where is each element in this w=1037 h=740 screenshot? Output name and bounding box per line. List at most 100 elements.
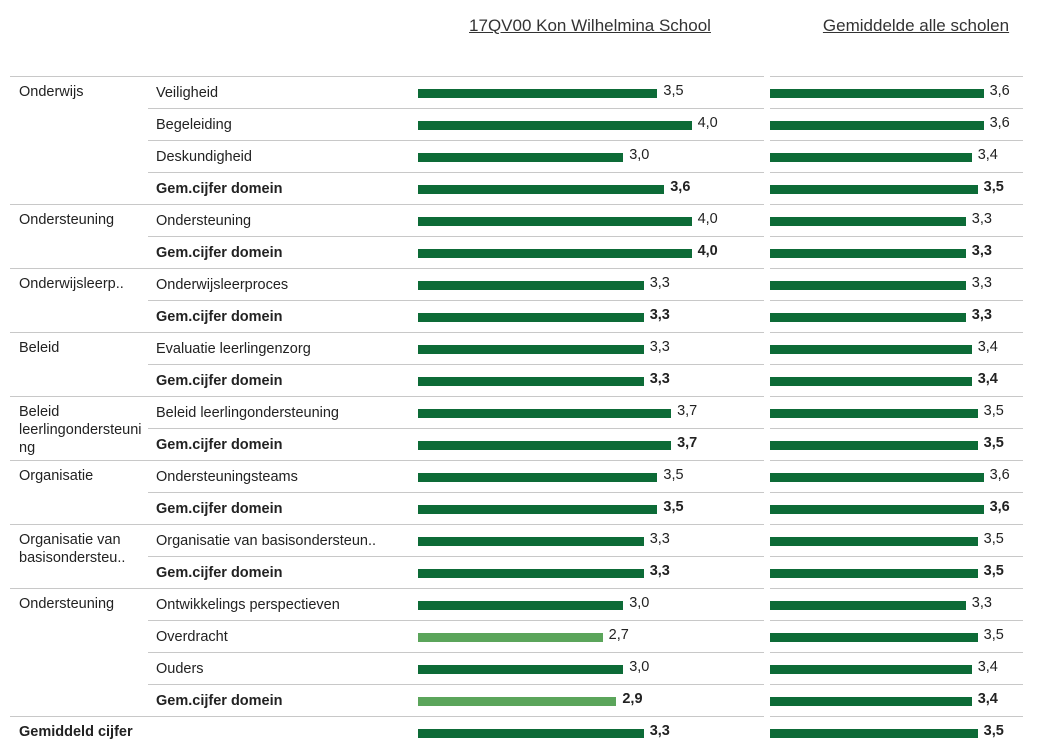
row-separator <box>770 588 1023 589</box>
row-separator <box>770 524 1023 525</box>
value-label: 3,3 <box>649 339 670 355</box>
bar <box>770 729 978 738</box>
row-separator <box>770 76 1023 77</box>
bar <box>418 377 644 386</box>
row-separator <box>148 556 764 557</box>
value-label: 3,3 <box>649 723 670 739</box>
value-label: 3,5 <box>983 531 1004 547</box>
value-label: 3,4 <box>977 691 998 707</box>
bar <box>418 313 644 322</box>
value-label: 2,7 <box>608 627 629 643</box>
bar <box>770 473 984 482</box>
row-label: Ondersteuningsteams <box>156 469 298 485</box>
bar <box>770 217 966 226</box>
group-label: Ondersteuning <box>19 212 115 228</box>
row-label: Gem.cijfer domein <box>156 693 283 709</box>
row-separator <box>770 236 1023 237</box>
bar <box>770 377 972 386</box>
bar <box>418 569 644 578</box>
row-separator <box>10 460 764 461</box>
row-separator <box>10 588 764 589</box>
row-separator <box>770 684 1023 685</box>
row-label: Ouders <box>156 661 204 677</box>
row-separator <box>770 204 1023 205</box>
value-label: 3,3 <box>971 275 992 291</box>
bar <box>418 665 624 674</box>
row-label: Ondersteuning <box>156 213 252 229</box>
bar <box>418 217 692 226</box>
bar <box>418 441 672 450</box>
bar <box>418 473 658 482</box>
value-label: 3,3 <box>971 595 992 611</box>
group-label: Onderwijsleerp.. <box>19 276 124 292</box>
value-label: 3,4 <box>977 659 998 675</box>
group-label: Gemiddeld cijfer <box>19 724 133 740</box>
bar <box>770 153 972 162</box>
row-separator <box>10 716 764 717</box>
value-label: 3,6 <box>989 83 1010 99</box>
row-label: Gem.cijfer domein <box>156 565 283 581</box>
row-separator <box>148 364 764 365</box>
value-label: 3,4 <box>977 147 998 163</box>
bar <box>418 505 658 514</box>
bar <box>770 537 978 546</box>
row-label: Gem.cijfer domein <box>156 437 283 453</box>
row-separator <box>770 108 1023 109</box>
row-label: Begeleiding <box>156 117 232 133</box>
value-label: 3,5 <box>983 435 1004 451</box>
row-separator <box>770 716 1023 717</box>
bar <box>418 281 644 290</box>
value-label: 3,7 <box>677 435 698 451</box>
value-label: 3,0 <box>629 147 650 163</box>
value-label: 3,5 <box>983 723 1004 739</box>
row-separator <box>770 428 1023 429</box>
row-separator <box>770 300 1023 301</box>
value-label: 3,0 <box>629 659 650 675</box>
row-separator <box>148 428 764 429</box>
row-separator <box>148 108 764 109</box>
value-label: 3,5 <box>983 627 1004 643</box>
bar <box>770 345 972 354</box>
bar <box>770 281 966 290</box>
row-separator <box>148 236 764 237</box>
row-separator <box>770 556 1023 557</box>
row-label: Ontwikkelings perspectieven <box>156 597 340 613</box>
bar <box>770 665 972 674</box>
value-label: 3,3 <box>649 275 670 291</box>
value-label: 3,3 <box>649 563 670 579</box>
panel-title: 17QV00 Kon Wilhelmina School <box>469 16 711 35</box>
row-label: Deskundigheid <box>156 149 252 165</box>
bar <box>418 153 624 162</box>
bar <box>418 89 658 98</box>
value-label: 3,4 <box>977 371 998 387</box>
value-label: 3,7 <box>677 403 698 419</box>
bar <box>770 89 984 98</box>
value-label: 3,5 <box>663 467 684 483</box>
row-separator <box>770 620 1023 621</box>
value-label: 3,3 <box>649 371 670 387</box>
value-label: 3,3 <box>649 307 670 323</box>
row-separator <box>148 300 764 301</box>
bar <box>418 249 692 258</box>
value-label: 3,5 <box>663 499 684 515</box>
row-label: Gem.cijfer domein <box>156 181 283 197</box>
row-separator <box>10 76 764 77</box>
bar <box>770 601 966 610</box>
row-label: Beleid leerlingondersteuning <box>156 405 339 421</box>
bar <box>770 441 978 450</box>
group-label: Ondersteuning <box>19 596 115 612</box>
row-separator <box>770 268 1023 269</box>
bar <box>418 409 672 418</box>
value-label: 3,6 <box>670 179 691 195</box>
bar <box>418 633 603 642</box>
value-label: 3,3 <box>971 243 992 259</box>
value-label: 3,5 <box>983 563 1004 579</box>
bar <box>770 569 978 578</box>
value-label: 3,6 <box>989 499 1010 515</box>
row-label: Gem.cijfer domein <box>156 501 283 517</box>
group-label: Onderwijs <box>19 84 84 100</box>
bar <box>418 697 617 706</box>
row-label: Onderwijsleerproces <box>156 277 289 293</box>
bar <box>770 249 966 258</box>
bar <box>418 537 644 546</box>
